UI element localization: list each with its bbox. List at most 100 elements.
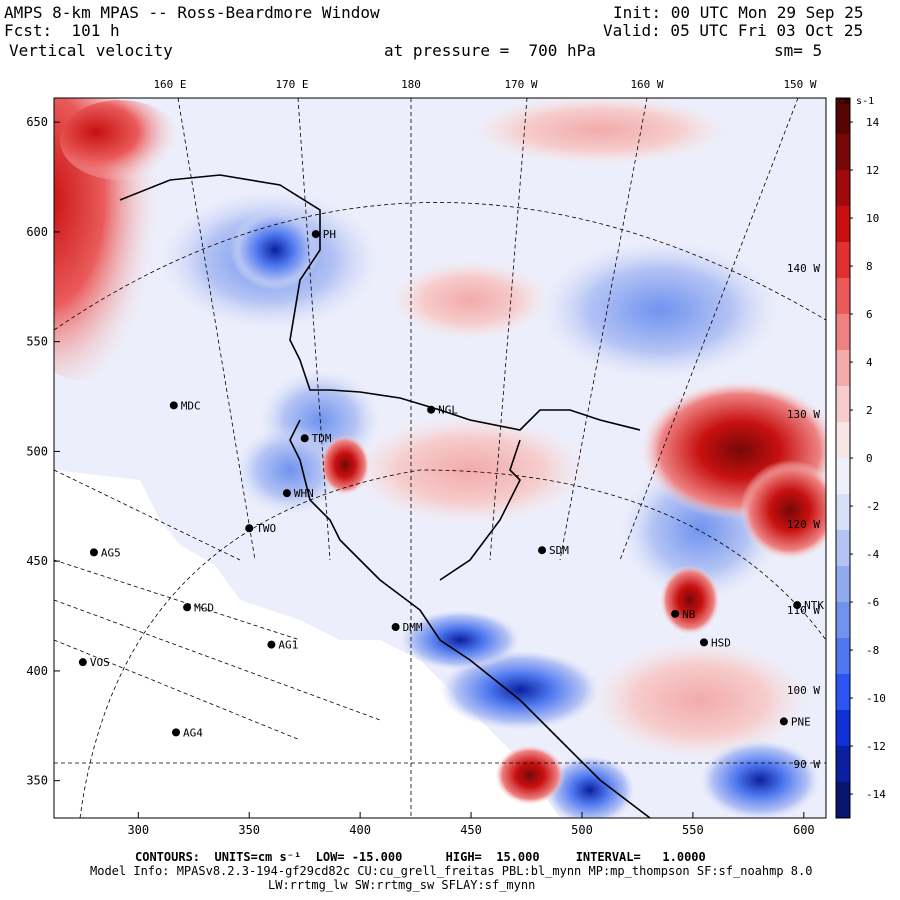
longitude-label: 120 W xyxy=(787,518,820,531)
y-tick-label: 400 xyxy=(26,664,48,678)
x-tick-label: 350 xyxy=(238,823,260,837)
colorbar-label: -8 xyxy=(866,644,879,657)
y-tick-label: 550 xyxy=(26,335,48,349)
longitude-label: 130 W xyxy=(787,408,820,421)
y-tick-label: 650 xyxy=(26,115,48,129)
longitude-label: 150 W xyxy=(783,78,816,91)
pink-region xyxy=(390,260,550,340)
station-label: PNE xyxy=(791,715,811,728)
colorbar-label: -14 xyxy=(866,788,886,801)
colorbar-label: 2 xyxy=(866,404,873,417)
station-label: MGD xyxy=(194,601,214,614)
station-label: DMM xyxy=(403,621,423,634)
longitude-label: 170 E xyxy=(275,78,308,91)
positive-core xyxy=(320,435,370,495)
colorbar-label: -12 xyxy=(866,740,886,753)
colorbar-swatch xyxy=(836,242,850,279)
station-layer: MDC NGL TDM WHN TWO AG5 MGD AG1 VOS AG4 SDM DMM NB HS… xyxy=(78,228,824,739)
y-tick-label: 600 xyxy=(26,225,48,239)
negative-region xyxy=(235,425,345,515)
x-tick-label: 400 xyxy=(349,823,371,837)
colorbar-label: -4 xyxy=(866,548,880,561)
station-label: VOS xyxy=(90,656,110,669)
colorbar-swatch xyxy=(836,638,850,675)
colorbar-swatch xyxy=(836,278,850,315)
station-marker[interactable] xyxy=(300,434,309,443)
station-label: AG5 xyxy=(101,546,121,559)
longitude-label: 100 W xyxy=(787,684,820,697)
positive-core-south xyxy=(495,745,565,805)
colorbar-swatch xyxy=(836,710,850,747)
negative-core-south xyxy=(545,755,635,818)
valid-time: Valid: 05 UTC Fri 03 Oct 25 xyxy=(603,21,864,40)
station-marker[interactable] xyxy=(699,638,708,647)
station-marker[interactable] xyxy=(538,546,547,555)
colorbar-swatch xyxy=(836,530,850,567)
x-tick-label: 450 xyxy=(460,823,482,837)
station-marker[interactable] xyxy=(793,601,802,610)
negative-core-south xyxy=(700,740,820,818)
station-marker[interactable] xyxy=(78,658,87,667)
negative-region-east xyxy=(540,240,780,380)
station-marker[interactable] xyxy=(172,728,181,737)
station-label: MDC xyxy=(181,399,201,412)
pink-region xyxy=(350,415,590,525)
y-axis: 650 600 550 500 450 400 350 xyxy=(26,115,60,788)
station-marker[interactable] xyxy=(89,548,98,557)
colorbar-swatch xyxy=(836,746,850,783)
positive-region-northwest xyxy=(60,100,180,180)
graticule xyxy=(54,98,826,818)
negative-core xyxy=(230,210,320,290)
colorbar-units: cm s-1 xyxy=(838,96,874,107)
colorbar-label: -2 xyxy=(866,500,879,513)
colorbar-label: 0 xyxy=(866,452,873,465)
colorbar-label: 12 xyxy=(866,164,879,177)
station-marker[interactable] xyxy=(183,603,192,612)
colorbar-swatch xyxy=(836,458,850,495)
station-marker[interactable] xyxy=(282,489,291,498)
colorbar-label: 6 xyxy=(866,308,873,321)
colorbar-label: 10 xyxy=(866,212,879,225)
longitude-label: 160 E xyxy=(153,78,186,91)
pink-region xyxy=(470,98,730,165)
colorbar-swatch xyxy=(836,98,850,135)
positive-core-east xyxy=(740,460,826,560)
x-tick-label: 500 xyxy=(571,823,593,837)
top-longitude-labels: 160 E 170 E 180 170 W 160 W 150 W xyxy=(153,78,816,91)
station-marker[interactable] xyxy=(391,623,400,632)
colorbar-swatch xyxy=(836,602,850,639)
colorbar-swatch xyxy=(836,206,850,243)
field-layer xyxy=(54,98,826,818)
coastline xyxy=(119,174,651,818)
colorbar-label: 14 xyxy=(866,116,880,129)
colorbar-swatch xyxy=(836,566,850,603)
colorbar: 14 12 10 8 6 4 2 0 -2 -4 -6 -8 -10 -12 -14 xyxy=(835,97,886,819)
station-label: TWO xyxy=(256,522,276,535)
plot-title: AMPS 8-km MPAS -- Ross-Beardmore Window xyxy=(4,3,380,22)
station-marker[interactable] xyxy=(671,609,680,618)
x-tick-label: 550 xyxy=(682,823,704,837)
field-name: Vertical velocity xyxy=(9,41,173,60)
station-marker[interactable] xyxy=(245,524,254,533)
map-frame xyxy=(53,97,827,819)
negative-core-coast xyxy=(400,610,520,670)
positive-core xyxy=(660,565,720,635)
colorbar-swatch xyxy=(836,170,850,207)
station-marker[interactable] xyxy=(427,405,436,414)
pressure-level: at pressure = 700 hPa xyxy=(384,41,596,60)
station-marker[interactable] xyxy=(267,640,276,649)
pink-region xyxy=(590,640,810,760)
colorbar-swatch xyxy=(836,494,850,531)
colorbar-swatch xyxy=(836,134,850,171)
station-label: NGL xyxy=(438,404,458,417)
smoothing: sm= 5 xyxy=(774,41,823,60)
colorbar-swatch xyxy=(836,782,850,819)
station-marker[interactable] xyxy=(169,401,178,410)
station-label: PH xyxy=(323,228,336,241)
colorbar-swatch xyxy=(836,314,850,351)
station-marker[interactable] xyxy=(311,230,320,239)
station-marker[interactable] xyxy=(779,717,788,726)
colorbar-label: -6 xyxy=(866,596,879,609)
